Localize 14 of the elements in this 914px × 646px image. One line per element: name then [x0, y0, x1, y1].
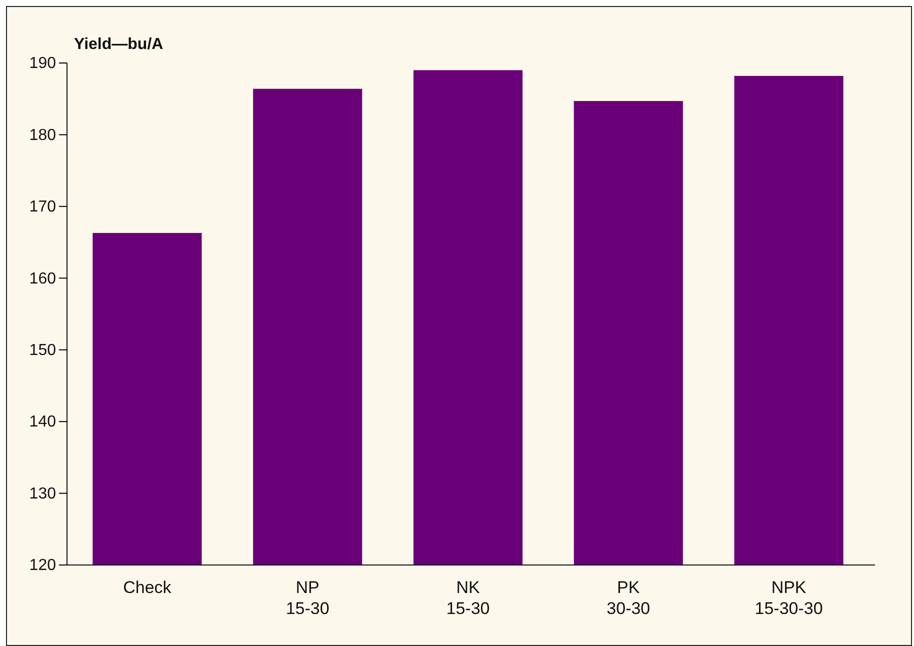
y-tick-label: 180 — [29, 126, 56, 144]
y-tick-label: 190 — [29, 55, 56, 72]
y-tick-label: 130 — [29, 485, 56, 502]
y-tick-label: 170 — [29, 198, 56, 216]
y-tick-label: 150 — [29, 342, 56, 359]
x-tick-label: NPK 15-30-30 — [754, 578, 823, 618]
x-tick-label: Check — [123, 578, 172, 597]
y-axis-title: Yield—bu/A — [74, 36, 164, 53]
x-tick-label: NK 15-30 — [446, 578, 490, 618]
y-tick-label: 140 — [29, 414, 56, 431]
x-tick-label: NP 15-30 — [286, 578, 330, 618]
x-tick-label: PK 30-30 — [606, 578, 650, 618]
y-tick-label: 120 — [29, 557, 56, 574]
y-tick-label: 160 — [29, 270, 56, 288]
